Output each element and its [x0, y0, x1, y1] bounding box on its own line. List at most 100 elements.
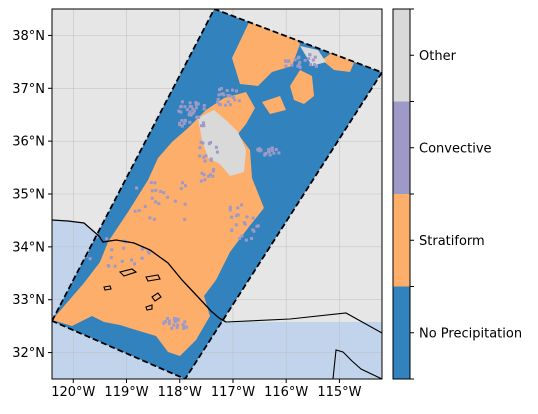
x-tick-label: 119°W: [104, 385, 148, 400]
convective-cell: [258, 149, 262, 153]
convective-cell: [231, 96, 235, 99]
convective-cell: [216, 97, 220, 101]
convective-cell: [150, 196, 154, 200]
y-tick-label: 38°N: [12, 29, 45, 44]
gulf-coastline: [332, 349, 382, 379]
convective-cell: [109, 256, 113, 260]
convective-cell: [202, 121, 205, 125]
convective-cell: [287, 59, 291, 63]
convective-cell: [303, 58, 307, 62]
convective-cell: [235, 89, 238, 93]
convective-cell: [107, 264, 111, 268]
colorbar-segment: [393, 9, 410, 102]
convective-cell: [173, 199, 177, 203]
convective-cell: [220, 92, 224, 96]
convective-cell: [228, 208, 232, 212]
convective-cell: [150, 189, 154, 193]
convective-cell: [133, 209, 137, 213]
convective-cell: [183, 118, 187, 122]
coastline: [52, 219, 227, 323]
convective-cell: [199, 140, 203, 144]
convective-cell: [153, 181, 157, 185]
convective-cell: [237, 99, 241, 103]
convective-cell: [224, 103, 228, 107]
channel-islands: [103, 268, 162, 311]
convective-cell: [217, 93, 221, 97]
convective-cell: [200, 171, 204, 175]
convective-cell: [176, 323, 180, 327]
convective-cell: [188, 110, 192, 114]
convective-cell: [154, 188, 158, 192]
convective-cell: [203, 159, 207, 163]
swath-stratiform-patch: [290, 70, 314, 104]
y-tick-label: 36°N: [12, 135, 45, 150]
convective-cell: [203, 178, 207, 182]
convective-cell: [198, 154, 202, 158]
convective-cell: [162, 321, 165, 325]
convective-cell: [264, 151, 268, 155]
convective-cell: [236, 206, 240, 210]
y-tick-label: 32°N: [12, 346, 45, 361]
convective-cell: [173, 320, 177, 324]
convective-cell: [250, 237, 254, 240]
convective-cell: [180, 100, 184, 104]
convective-cell: [157, 202, 161, 206]
convective-cell: [172, 323, 176, 327]
convective-cell: [309, 63, 312, 67]
convective-cell: [199, 179, 203, 183]
convective-cell: [192, 109, 196, 113]
convective-cell: [240, 203, 244, 207]
y-tick-label: 34°N: [12, 240, 45, 255]
convective-cell: [274, 148, 278, 151]
convective-cell: [185, 108, 189, 112]
convective-cells: [72, 53, 318, 330]
convective-cell: [200, 124, 203, 128]
x-tick-label: 120°W: [51, 385, 95, 400]
convective-cell: [194, 103, 198, 107]
convective-cell: [148, 216, 152, 220]
convective-cell: [179, 104, 183, 108]
convective-cell: [277, 151, 281, 155]
convective-cell: [177, 109, 181, 113]
convective-cell: [188, 120, 192, 124]
convective-cell: [179, 187, 183, 191]
convective-cell: [191, 111, 195, 115]
convective-cell: [146, 250, 150, 254]
convective-cell: [233, 98, 237, 102]
convective-cell: [211, 174, 215, 178]
convective-cell: [182, 122, 186, 125]
convective-cell: [183, 105, 187, 109]
convective-cell: [181, 181, 185, 185]
convective-cell: [230, 228, 234, 232]
convective-cell: [271, 149, 275, 152]
convective-cell: [183, 320, 187, 324]
map-panel: 120°W 119°W 118°W 117°W 116°W 115°W 32°N 33°N 34…: [12, 8, 383, 400]
convective-cell: [143, 205, 147, 209]
convective-cell: [130, 258, 134, 262]
convective-cell: [284, 60, 288, 63]
swath-stratiform-patch: [262, 96, 286, 114]
convective-cell: [313, 55, 317, 59]
convective-cell: [178, 123, 182, 127]
convective-cell: [296, 56, 300, 60]
convective-cell: [240, 234, 244, 238]
convective-cell: [88, 257, 92, 261]
us-mexico-border: [225, 312, 382, 334]
colorbar: No Precipitation Stratiform Convective Othe…: [392, 8, 522, 380]
convective-cell: [194, 106, 198, 110]
convective-cell: [202, 124, 206, 128]
convective-cell: [149, 181, 153, 185]
x-tick-label: 116°W: [264, 385, 308, 400]
y-tick-label: 37°N: [12, 82, 45, 97]
convective-cell: [226, 93, 230, 97]
convective-cell: [314, 64, 318, 68]
convective-cell: [179, 110, 183, 114]
convective-cell: [202, 173, 206, 177]
convective-cell: [296, 64, 300, 68]
swath-other-patch: [300, 46, 326, 66]
convective-cell: [154, 200, 158, 204]
convective-cell: [218, 103, 222, 107]
convective-cell: [140, 247, 144, 251]
convective-cell: [120, 259, 124, 263]
convective-cell: [251, 216, 255, 220]
